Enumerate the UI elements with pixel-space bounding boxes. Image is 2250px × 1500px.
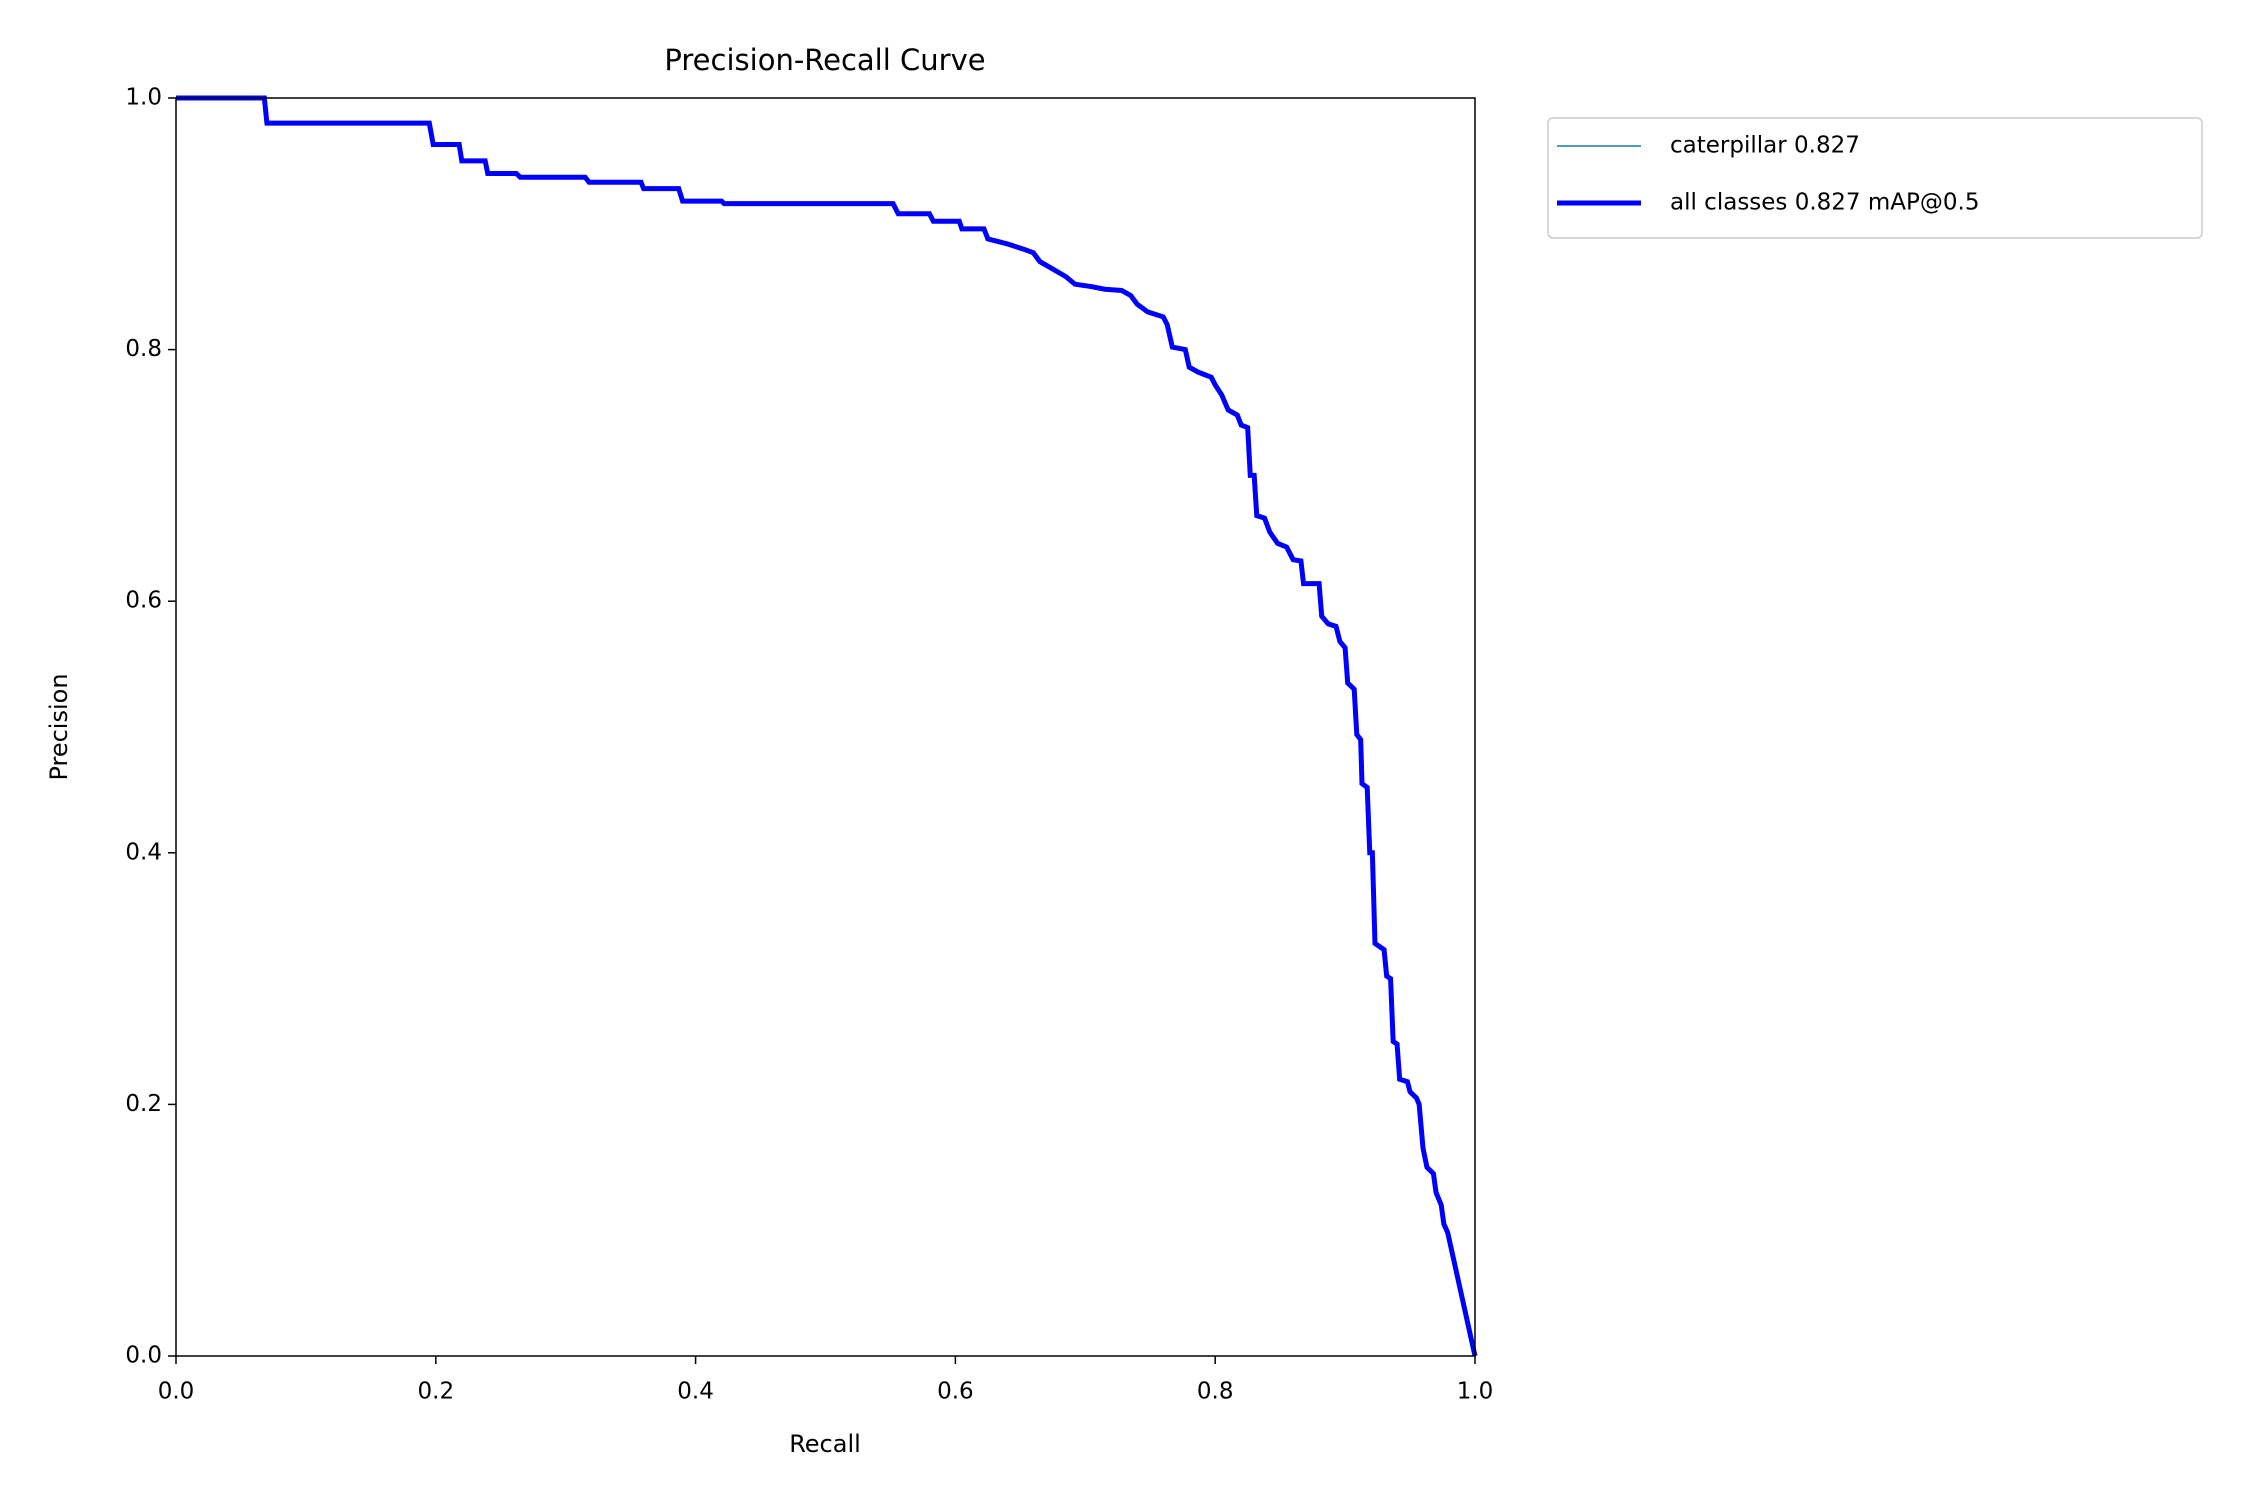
plot-frame: [175, 97, 1476, 1357]
y-tick-label: 0.4: [125, 839, 162, 865]
x-tick-label: 0.4: [677, 1379, 714, 1405]
y-axis-label: Precision: [45, 673, 73, 780]
y-tick-label: 0.0: [125, 1343, 162, 1369]
x-tick-label: 0.0: [158, 1379, 195, 1405]
legend-label: caterpillar 0.827: [1670, 133, 1860, 159]
y-tick-label: 0.6: [125, 588, 162, 614]
pr-curve: [176, 95, 1478, 1357]
x-axis-label: Recall: [789, 1430, 861, 1458]
y-tick-label: 0.8: [125, 336, 162, 362]
legend-box: [1547, 117, 2203, 239]
y-tick-label: 0.2: [125, 1091, 162, 1117]
x-tick-label: 1.0: [1457, 1379, 1494, 1405]
x-tick-label: 0.6: [937, 1379, 974, 1405]
legend-label: all classes 0.827 mAP@0.5: [1670, 190, 1979, 216]
x-tick-label: 0.8: [1197, 1379, 1234, 1405]
x-tick-label: 0.2: [418, 1379, 455, 1405]
y-tick-label: 1.0: [125, 85, 162, 111]
chart-title: Precision-Recall Curve: [664, 43, 985, 77]
